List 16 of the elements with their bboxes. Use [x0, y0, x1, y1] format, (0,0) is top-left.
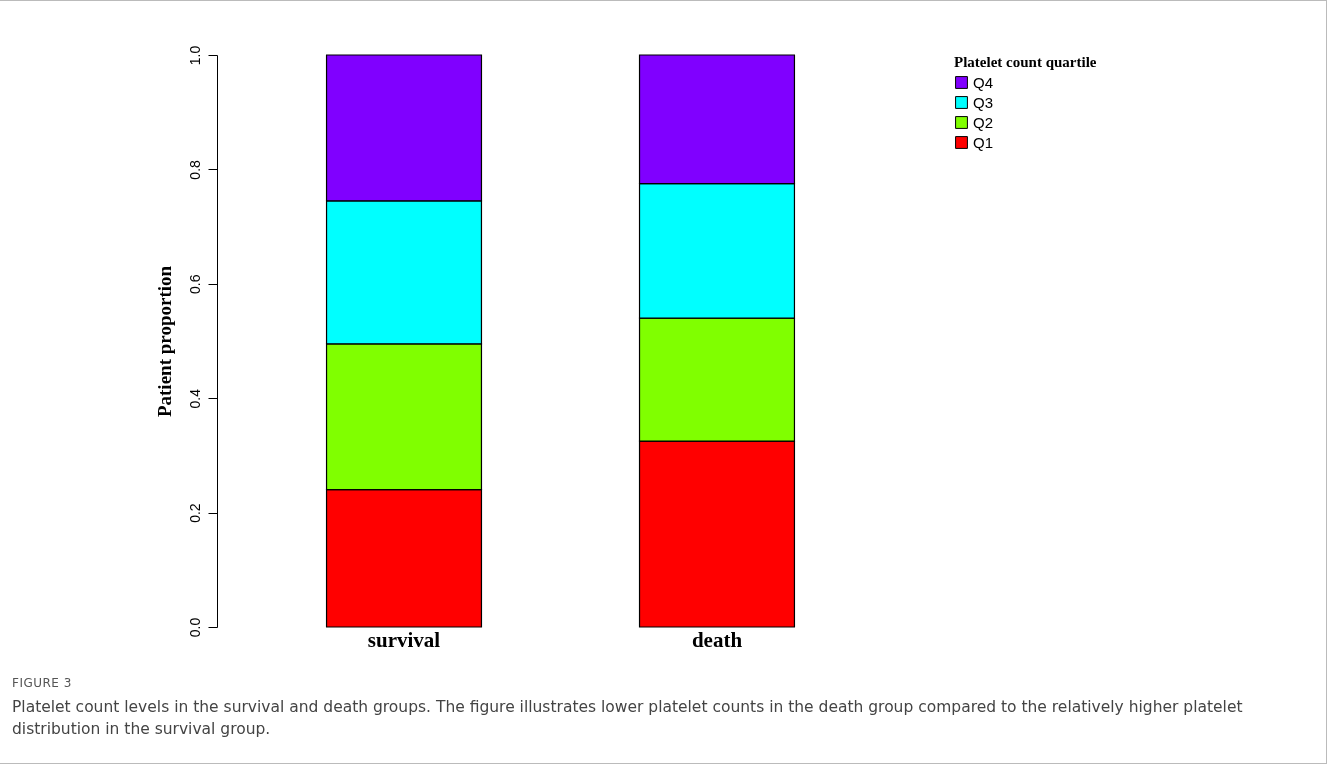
legend-label: Q4 — [973, 73, 994, 91]
legend-label: Q3 — [973, 93, 994, 111]
y-tick-label: 0.0 — [186, 617, 203, 638]
x-tick-label: death — [691, 627, 743, 652]
y-tick-label: 0.6 — [186, 274, 203, 295]
legend-label: Q1 — [973, 133, 994, 151]
legend-title: Platelet count quartile — [954, 54, 1097, 70]
y-tick-label: 1.0 — [186, 45, 203, 66]
y-axis-title: Patient proportion — [153, 265, 175, 418]
text: Platelet count levels in the survival and death groups. The figure illustrates lower platelet counts in the death group compared to the relatively higher platelet distribution in the survival group. — [12, 697, 1244, 740]
x-tick-label: survival — [367, 627, 441, 652]
legend-label: Q2 — [973, 113, 994, 131]
y-tick-label: 0.2 — [186, 503, 203, 523]
y-tick-label: 0.8 — [186, 159, 203, 180]
caption: FIGURE 3 — [12, 676, 73, 690]
y-tick-label: 0.4 — [186, 388, 203, 409]
